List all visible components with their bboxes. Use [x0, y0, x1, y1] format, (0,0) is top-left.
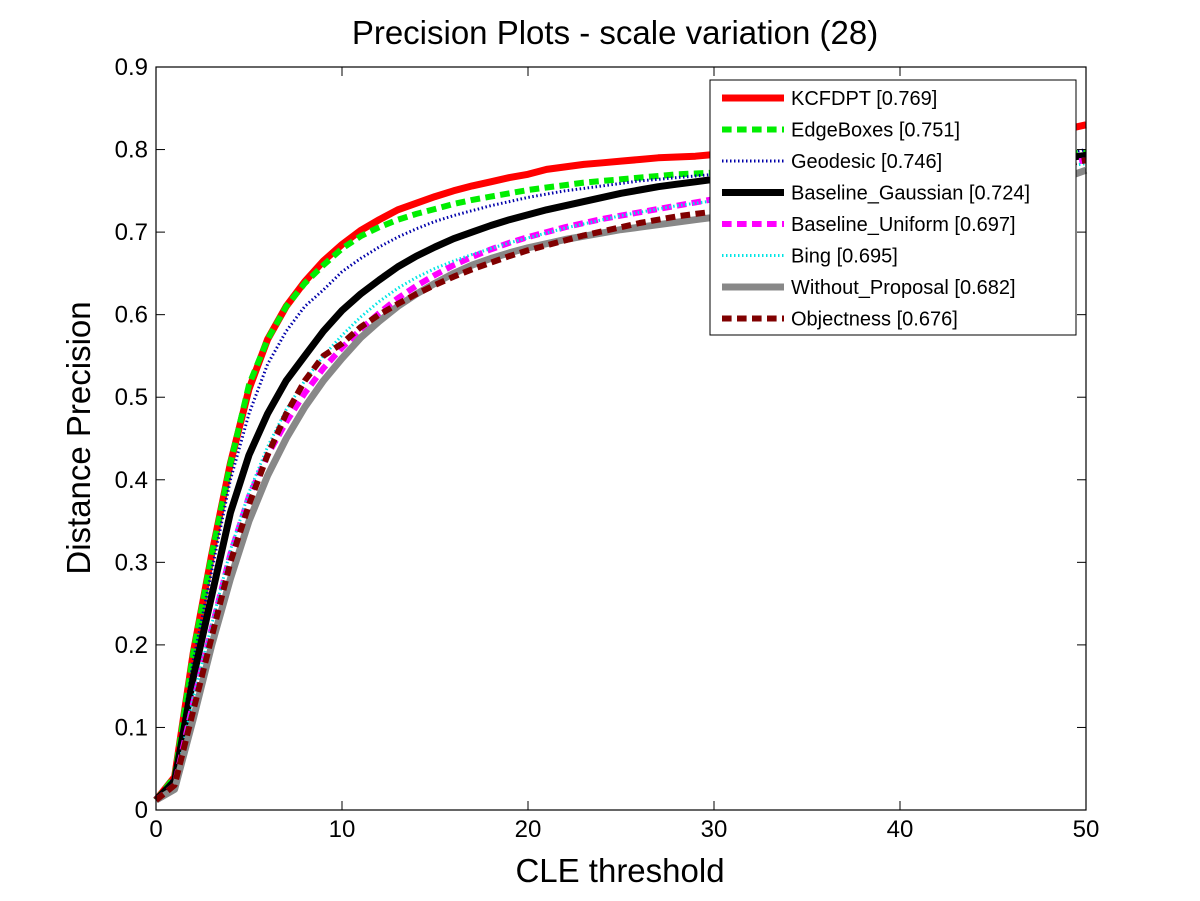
x-tick-label: 0 [149, 816, 162, 843]
x-tick-label: 40 [887, 816, 914, 843]
y-tick-label: 0.1 [115, 714, 148, 741]
x-axis-label: CLE threshold [515, 852, 724, 889]
legend-label: Baseline_Uniform [0.697] [791, 214, 1016, 236]
legend-label: EdgeBoxes [0.751] [791, 120, 960, 142]
legend-items: KCFDPT [0.769] EdgeBoxes [0.751] Geodesic … [722, 88, 1030, 331]
y-tick-label: 0.5 [115, 384, 148, 411]
x-tick-label: 30 [701, 816, 728, 843]
x-tick-label: 10 [329, 816, 356, 843]
y-tick-label: 0.7 [115, 219, 148, 246]
x-tick-label: 20 [515, 816, 542, 843]
legend-box [709, 79, 1077, 336]
y-tick-label: 0.4 [115, 467, 148, 494]
y-tick-label: 0.8 [115, 137, 148, 164]
legend-label: Objectness [0.676] [791, 309, 958, 331]
legend: KCFDPT [0.769] EdgeBoxes [0.751] Geodesic … [709, 79, 1077, 336]
chart-title: Precision Plots - scale variation (28) [352, 14, 878, 51]
plot-frame [155, 66, 1087, 811]
legend-label: Without_Proposal [0.682] [791, 277, 1016, 299]
y-tick-label: 0.3 [115, 549, 148, 576]
legend-label: Baseline_Gaussian [0.724] [791, 183, 1030, 205]
series-line-edgeboxes [153, 149, 1087, 802]
y-tick-label: 0.6 [115, 302, 148, 329]
y-axis-label: Distance Precision [60, 301, 97, 574]
legend-label: Bing [0.695] [791, 246, 898, 268]
legend-label: KCFDPT [0.769] [791, 88, 937, 110]
y-tick-label: 0 [135, 797, 148, 824]
x-tick-label: 50 [1073, 816, 1100, 843]
legend-label: Geodesic [0.746] [791, 151, 942, 173]
y-tick-label: 0.2 [115, 632, 148, 659]
ticks-layer: 0 10 20 30 40 50 0 0.1 0.2 0.3 0.4 0.5 0.6 0.7 0.8 0.9 [115, 54, 1100, 843]
y-tick-label: 0.9 [115, 54, 148, 81]
